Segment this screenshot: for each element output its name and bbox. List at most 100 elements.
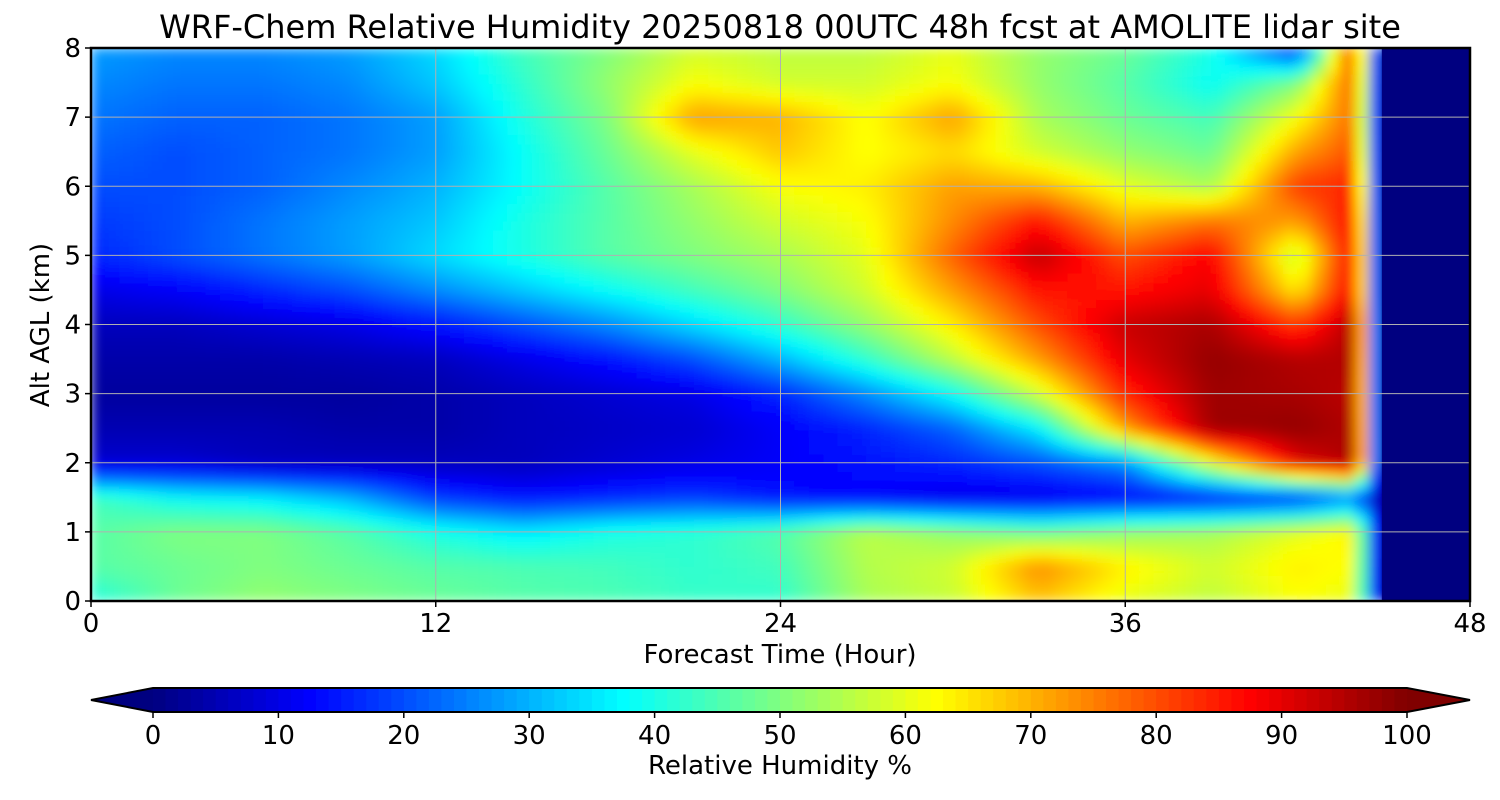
heatmap-cell	[837, 280, 854, 291]
heatmap-cell	[392, 540, 408, 550]
heatmap-cell	[607, 367, 624, 378]
heatmap-cell	[1124, 496, 1141, 507]
heatmap-cell	[866, 194, 882, 205]
heatmap-cell	[923, 401, 940, 412]
heatmap-cell	[1196, 237, 1213, 248]
heatmap-cell	[1182, 479, 1198, 490]
heatmap-cell	[478, 332, 494, 343]
heatmap-cell	[277, 496, 293, 507]
heatmap-cell	[1210, 444, 1227, 455]
heatmap-cell	[650, 453, 667, 464]
heatmap-cell	[952, 332, 968, 343]
heatmap-cell	[636, 462, 652, 473]
heatmap-cell	[1297, 470, 1313, 481]
heatmap-cell	[492, 470, 509, 481]
heatmap-cell	[1139, 367, 1155, 378]
heatmap-cell	[909, 220, 925, 231]
heatmap-cell	[191, 280, 207, 291]
heatmap-cell	[780, 479, 796, 490]
heatmap-cell	[176, 427, 193, 438]
heatmap-cell	[1196, 505, 1213, 516]
heatmap-cell	[1096, 358, 1112, 369]
heatmap-cell	[966, 505, 983, 516]
heatmap-cell	[736, 324, 753, 334]
heatmap-cell	[607, 444, 624, 455]
heatmap-cell	[923, 514, 940, 524]
heatmap-cell	[1282, 470, 1299, 481]
heatmap-cell	[507, 367, 523, 378]
heatmap-cell	[349, 393, 365, 403]
heatmap-cell	[693, 496, 710, 507]
heatmap-cell	[1225, 246, 1241, 257]
heatmap-cell	[1081, 410, 1098, 421]
heatmap-cell	[535, 263, 552, 274]
heatmap-cell	[550, 462, 566, 473]
heatmap-cell	[449, 522, 466, 533]
heatmap-cell	[305, 367, 322, 378]
heatmap-cell	[1139, 591, 1155, 601]
heatmap-cell	[363, 177, 379, 187]
heatmap-cell	[1311, 453, 1328, 464]
heatmap-cell	[1210, 332, 1227, 343]
heatmap-cell	[1096, 479, 1112, 490]
heatmap-cell	[636, 470, 652, 481]
heatmap-cell	[794, 384, 810, 395]
heatmap-cell	[1124, 228, 1141, 239]
heatmap-cell	[392, 548, 408, 559]
heatmap-cell	[636, 358, 652, 369]
heatmap-cell	[1153, 375, 1170, 386]
heatmap-cell	[780, 522, 796, 533]
heatmap-cell	[1254, 358, 1270, 369]
heatmap-cell	[406, 444, 423, 455]
heatmap-cell	[91, 237, 107, 248]
heatmap-cell	[650, 436, 667, 447]
heatmap-cell	[607, 168, 624, 179]
heatmap-cell	[1096, 246, 1112, 257]
heatmap-cell	[147, 488, 164, 499]
heatmap-cell	[377, 289, 394, 300]
heatmap-cell	[765, 177, 782, 187]
heatmap-cell	[147, 496, 164, 507]
heatmap-cell	[507, 393, 523, 403]
heatmap-cell	[722, 384, 739, 395]
heatmap-cell	[406, 548, 423, 559]
heatmap-cell	[1182, 246, 1198, 257]
heatmap-cell	[722, 436, 739, 447]
heatmap-cell	[119, 505, 135, 516]
heatmap-cell	[1081, 280, 1098, 291]
heatmap-cell	[1325, 419, 1342, 429]
heatmap-cell	[1009, 548, 1026, 559]
heatmap-cell	[291, 488, 308, 499]
heatmap-cell	[262, 237, 279, 248]
heatmap-cell	[564, 306, 581, 317]
heatmap-cell	[1096, 565, 1112, 576]
heatmap-cell	[363, 419, 379, 429]
heatmap-cell	[305, 479, 322, 490]
heatmap-cell	[966, 384, 983, 395]
heatmap-cell	[650, 306, 667, 317]
heatmap-cell	[320, 168, 336, 179]
heatmap-cell	[650, 289, 667, 300]
heatmap-cell	[866, 427, 882, 438]
heatmap-cell	[923, 237, 940, 248]
heatmap-cell	[621, 557, 638, 568]
heatmap-cell	[794, 203, 810, 213]
heatmap-cell	[420, 522, 437, 533]
heatmap-cell	[1167, 444, 1184, 455]
heatmap-cell	[535, 496, 552, 507]
heatmap-cell	[363, 479, 379, 490]
heatmap-cell	[1009, 289, 1026, 300]
heatmap-cell	[1182, 444, 1198, 455]
heatmap-cell	[981, 306, 997, 317]
heatmap-cell	[1368, 410, 1385, 421]
heatmap-cell	[909, 531, 925, 542]
heatmap-cell	[262, 324, 279, 334]
heatmap-cell	[277, 505, 293, 516]
heatmap-cell	[593, 393, 609, 403]
heatmap-cell	[147, 565, 164, 576]
heatmap-cell	[377, 444, 394, 455]
heatmap-cell	[894, 375, 911, 386]
heatmap-cell	[1254, 324, 1270, 334]
heatmap-cell	[420, 203, 437, 213]
heatmap-cell	[147, 168, 164, 179]
